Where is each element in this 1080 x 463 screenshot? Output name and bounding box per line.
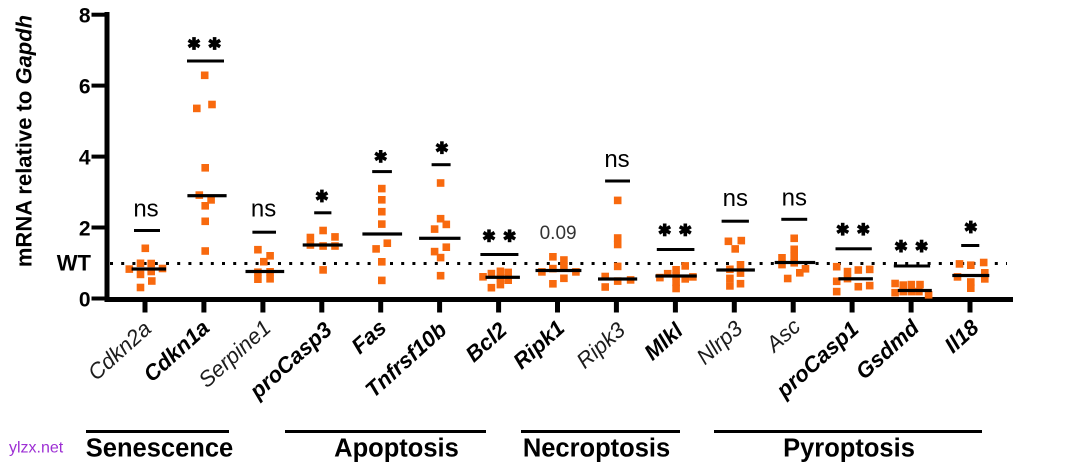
- svg-text:0.09: 0.09: [540, 223, 577, 244]
- svg-text:4: 4: [79, 147, 91, 170]
- svg-text:Pyroptosis: Pyroptosis: [783, 434, 915, 462]
- svg-text:ns: ns: [133, 196, 158, 223]
- svg-text:mRNA relative to Gapdh: mRNA relative to Gapdh: [12, 15, 37, 267]
- svg-text:ns: ns: [604, 146, 629, 173]
- svg-text:ylzx.net: ylzx.net: [9, 439, 64, 456]
- svg-text:2: 2: [79, 218, 91, 241]
- svg-text:Senescence: Senescence: [86, 434, 233, 462]
- svg-text:ns: ns: [723, 185, 748, 212]
- svg-text:ns: ns: [251, 196, 276, 223]
- svg-text:Necroptosis: Necroptosis: [523, 434, 670, 462]
- svg-text:WT: WT: [57, 250, 92, 275]
- svg-text:0: 0: [79, 289, 91, 312]
- svg-text:ns: ns: [782, 185, 807, 212]
- svg-text:6: 6: [79, 76, 91, 99]
- svg-text:8: 8: [79, 5, 91, 28]
- svg-text:Apoptosis: Apoptosis: [334, 434, 459, 462]
